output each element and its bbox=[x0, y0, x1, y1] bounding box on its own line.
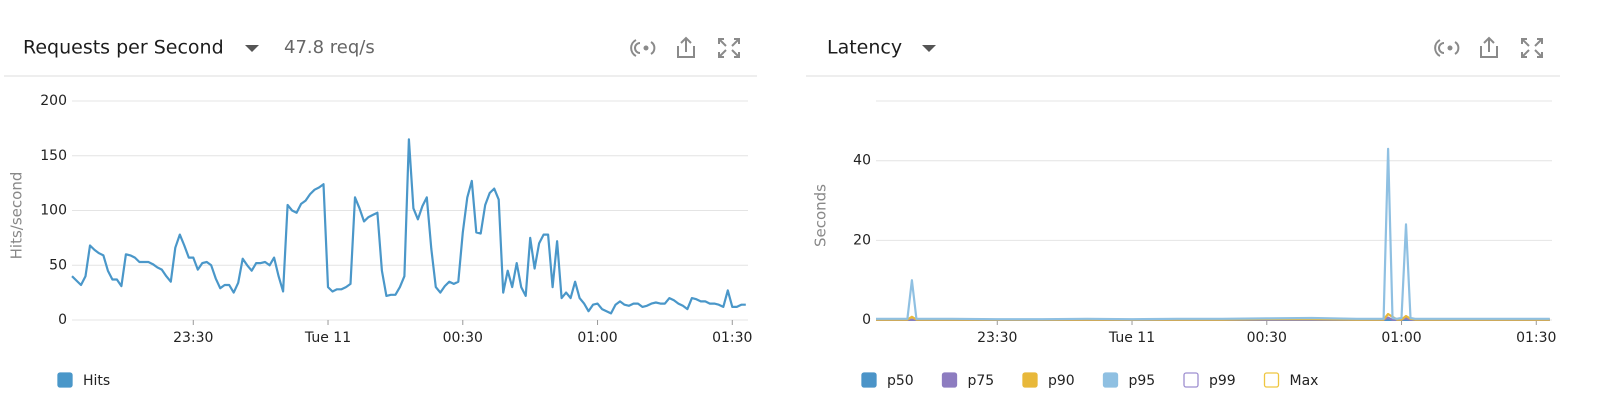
legend-swatch[interactable] bbox=[1183, 372, 1199, 388]
y-tick-label: 40 bbox=[853, 153, 871, 169]
live-icon[interactable] bbox=[630, 39, 656, 57]
x-tick-label: 01:30 bbox=[1516, 330, 1556, 346]
panel-title[interactable]: Latency bbox=[827, 37, 902, 59]
x-tick-label: 00:30 bbox=[443, 330, 483, 346]
legend-swatch[interactable] bbox=[57, 372, 73, 388]
live-icon[interactable] bbox=[1434, 39, 1460, 57]
y-axis-title: Seconds bbox=[812, 184, 830, 247]
legend-label[interactable]: p50 bbox=[887, 373, 914, 389]
panel-icons bbox=[1434, 36, 1543, 58]
y-tick-label: 50 bbox=[49, 257, 67, 273]
y-axis-title: Hits/second bbox=[8, 172, 26, 260]
x-tick-label: 01:00 bbox=[1381, 330, 1421, 346]
dropdown-arrow[interactable] bbox=[245, 45, 259, 52]
legend-swatch[interactable] bbox=[1263, 372, 1280, 388]
panel-title[interactable]: Requests per Second bbox=[23, 37, 224, 59]
series-line bbox=[71, 138, 746, 315]
x-tick-label: 01:00 bbox=[577, 330, 617, 346]
x-tick-label: Tue 11 bbox=[1108, 330, 1155, 346]
share-icon[interactable] bbox=[1480, 36, 1498, 58]
y-tick-label: 100 bbox=[40, 203, 67, 219]
x-tick-label: 23:30 bbox=[977, 330, 1017, 346]
legend-swatch[interactable] bbox=[941, 372, 958, 388]
series-line bbox=[876, 147, 1550, 321]
x-tick-label: Tue 11 bbox=[304, 330, 351, 346]
dropdown-arrow[interactable] bbox=[922, 45, 936, 52]
legend-label[interactable]: p90 bbox=[1048, 373, 1075, 389]
legend-label[interactable]: p95 bbox=[1129, 373, 1156, 389]
legend-label[interactable]: p99 bbox=[1209, 373, 1236, 389]
y-tick-label: 0 bbox=[58, 312, 67, 328]
y-tick-label: 200 bbox=[40, 93, 67, 109]
legend-label[interactable]: Max bbox=[1290, 373, 1319, 389]
panel-summary: 47.8 req/s bbox=[284, 37, 375, 58]
legend-swatch[interactable] bbox=[1102, 372, 1119, 388]
fullscreen-icon[interactable] bbox=[1521, 38, 1543, 58]
x-tick-label: 00:30 bbox=[1247, 330, 1287, 346]
panel-icons bbox=[630, 36, 740, 58]
fullscreen-icon[interactable] bbox=[718, 38, 740, 58]
y-tick-label: 20 bbox=[853, 232, 871, 248]
x-tick-label: 23:30 bbox=[173, 330, 213, 346]
legend-swatch[interactable] bbox=[1022, 372, 1038, 388]
legend-swatch[interactable] bbox=[861, 372, 877, 388]
share-icon[interactable] bbox=[677, 36, 695, 58]
legend-label[interactable]: p75 bbox=[968, 373, 995, 389]
y-tick-label: 0 bbox=[862, 312, 871, 328]
y-tick-label: 150 bbox=[40, 148, 67, 164]
x-tick-label: 01:30 bbox=[712, 330, 752, 346]
legend-label[interactable]: Hits bbox=[83, 373, 110, 389]
